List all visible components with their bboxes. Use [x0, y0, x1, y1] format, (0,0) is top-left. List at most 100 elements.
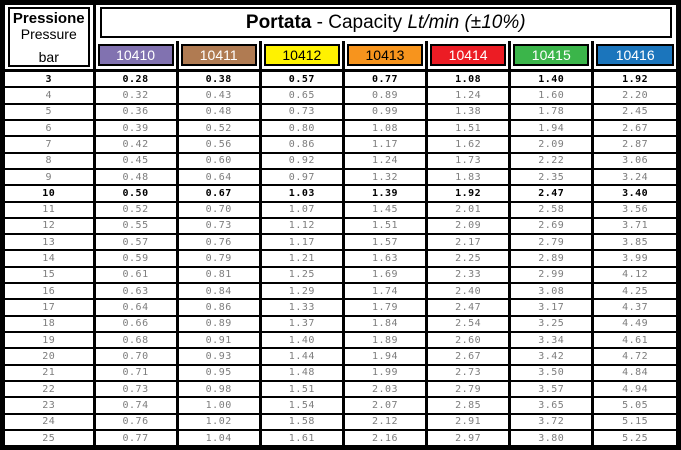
pressure-header-box: Pressione Pressure bar [8, 7, 90, 67]
table-row: 10 0.50 0.67 1.03 1.39 1.92 2.47 3.40 [5, 184, 676, 202]
column-header-10413: 10413 [341, 41, 427, 71]
capacity-value: 2.12 [341, 412, 427, 430]
capacity-value: 2.67 [591, 118, 676, 137]
capacity-value: 2.99 [508, 265, 593, 284]
column-code-label: 10411 [180, 43, 257, 66]
capacity-value: 0.61 [92, 265, 178, 284]
capacity-value: 3.72 [508, 412, 593, 430]
column-code-label: 10416 [596, 43, 674, 66]
capacity-value: 1.92 [425, 184, 510, 202]
pressure-value: 14 [5, 249, 96, 267]
capacity-value: 3.99 [591, 249, 676, 267]
capacity-value: 4.12 [591, 265, 676, 284]
capacity-value: 0.80 [258, 118, 344, 137]
capacity-value: 1.51 [258, 379, 344, 398]
title-separator: - [311, 11, 329, 33]
capacity-value: 1.51 [341, 216, 427, 235]
capacity-value: 1.24 [341, 151, 427, 169]
capacity-value: 2.91 [425, 412, 510, 430]
column-code-label: 10413 [346, 43, 424, 66]
capacity-value: 0.74 [92, 396, 178, 414]
capacity-value: 1.08 [341, 118, 427, 137]
capacity-value: 1.61 [258, 428, 344, 446]
pressure-value: 23 [5, 396, 96, 414]
capacity-value: 0.86 [175, 298, 261, 316]
capacity-value: 1.94 [341, 347, 427, 365]
capacity-value: 3.71 [591, 216, 676, 235]
capacity-value: 1.62 [425, 135, 510, 153]
capacity-value: 0.64 [92, 298, 178, 316]
capacity-value: 2.69 [508, 216, 593, 235]
capacity-value: 3.42 [508, 347, 593, 365]
pressure-label-english: Pressure [20, 26, 77, 42]
capacity-value: 0.95 [175, 363, 261, 381]
pressure-value: 16 [5, 282, 96, 300]
capacity-value: 1.48 [258, 363, 344, 381]
capacity-value: 0.57 [92, 233, 178, 251]
capacity-value: 2.09 [425, 216, 510, 235]
capacity-value: 1.74 [341, 282, 427, 300]
capacity-value: 2.45 [591, 102, 676, 120]
capacity-value: 1.63 [341, 249, 427, 267]
capacity-value: 2.73 [425, 363, 510, 381]
capacity-value: 0.81 [175, 265, 261, 284]
pressure-unit-label: bar [38, 49, 59, 65]
capacity-value: 2.16 [341, 428, 427, 446]
capacity-value: 1.08 [425, 69, 510, 88]
capacity-value: 0.91 [175, 330, 261, 349]
capacity-value: 1.94 [508, 118, 593, 137]
capacity-value: 4.84 [591, 363, 676, 381]
capacity-value: 0.84 [175, 282, 261, 300]
capacity-value: 0.56 [175, 135, 261, 153]
column-header-10410: 10410 [92, 41, 178, 71]
table-row: 4 0.32 0.43 0.65 0.89 1.24 1.60 2.20 [5, 86, 676, 104]
capacity-value: 0.71 [92, 363, 178, 381]
capacity-value: 4.37 [591, 298, 676, 316]
capacity-value: 0.89 [341, 86, 427, 104]
capacity-value: 2.89 [508, 249, 593, 267]
pressure-header-cell: Pressione Pressure bar [5, 5, 96, 71]
capacity-value: 0.48 [92, 167, 178, 186]
capacity-value: 3.40 [591, 184, 676, 202]
capacity-value: 1.17 [341, 135, 427, 153]
capacity-value: 4.25 [591, 282, 676, 300]
capacity-value: 1.40 [258, 330, 344, 349]
capacity-value: 0.76 [175, 233, 261, 251]
capacity-value: 1.33 [258, 298, 344, 316]
capacity-value: 1.02 [175, 412, 261, 430]
capacity-value: 1.40 [508, 69, 593, 88]
capacity-value: 1.83 [425, 167, 510, 186]
capacity-value: 1.24 [425, 86, 510, 104]
capacity-value: 0.48 [175, 102, 261, 120]
capacity-value: 0.73 [258, 102, 344, 120]
capacity-value: 2.40 [425, 282, 510, 300]
capacity-value: 3.06 [591, 151, 676, 169]
table-row: 18 0.66 0.89 1.37 1.84 2.54 3.25 4.49 [5, 314, 676, 333]
capacity-value: 0.39 [92, 118, 178, 137]
column-header-10416: 10416 [591, 41, 676, 71]
capacity-value: 1.73 [425, 151, 510, 169]
capacity-value: 1.89 [341, 330, 427, 349]
capacity-value: 0.63 [92, 282, 178, 300]
capacity-value: 1.44 [258, 347, 344, 365]
table-row: 14 0.59 0.79 1.21 1.63 2.25 2.89 3.99 [5, 249, 676, 267]
capacity-value: 0.67 [175, 184, 261, 202]
capacity-value: 2.54 [425, 314, 510, 333]
capacity-value: 0.59 [92, 249, 178, 267]
table-row: 22 0.73 0.98 1.51 2.03 2.79 3.57 4.94 [5, 379, 676, 398]
capacity-value: 0.99 [341, 102, 427, 120]
pressure-value: 13 [5, 233, 96, 251]
capacity-value: 1.84 [341, 314, 427, 333]
title-capacity: Capacity [328, 11, 408, 33]
capacity-value: 3.80 [508, 428, 593, 446]
capacity-value: 2.85 [425, 396, 510, 414]
column-code-label: 10410 [97, 43, 174, 66]
capacity-value: 2.25 [425, 249, 510, 267]
table-row: 5 0.36 0.48 0.73 0.99 1.38 1.78 2.45 [5, 102, 676, 120]
capacity-value: 2.17 [425, 233, 510, 251]
capacity-value: 0.73 [175, 216, 261, 235]
capacity-value: 1.57 [341, 233, 427, 251]
pressure-value: 21 [5, 363, 96, 381]
capacity-value: 3.34 [508, 330, 593, 349]
